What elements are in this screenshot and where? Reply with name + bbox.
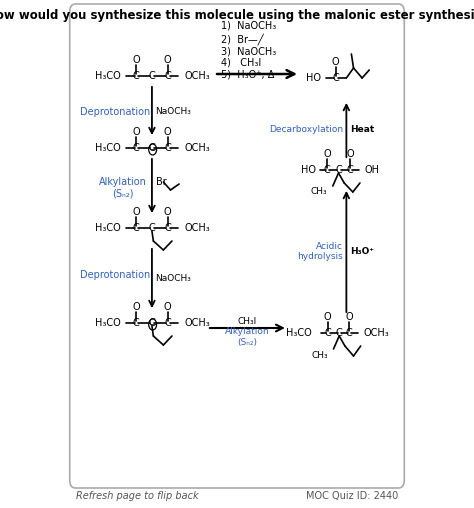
Text: O: O	[132, 207, 140, 217]
Text: O: O	[164, 207, 172, 217]
Text: C: C	[332, 73, 339, 83]
Text: OCH₃: OCH₃	[185, 143, 210, 153]
Text: C: C	[148, 143, 155, 153]
Text: 1)  NaOCH₃
2)  Br—╱
3)  NaOCH₃
4)   CH₃I
5)  H₃O⁺, Δ: 1) NaOCH₃ 2) Br—╱ 3) NaOCH₃ 4) CH₃I 5) H…	[221, 21, 276, 79]
Text: −: −	[149, 145, 156, 154]
Text: NaOCH₃: NaOCH₃	[155, 274, 191, 283]
Text: OCH₃: OCH₃	[185, 71, 210, 81]
Text: O: O	[132, 127, 140, 137]
Text: O: O	[346, 312, 353, 322]
Text: Alkylation
(Sₙ₂): Alkylation (Sₙ₂)	[100, 177, 147, 199]
Text: O: O	[324, 312, 332, 322]
Text: OH: OH	[364, 165, 379, 175]
Text: Alkylation
(Sₙ₂): Alkylation (Sₙ₂)	[225, 327, 270, 346]
Text: O: O	[323, 149, 331, 159]
Text: Heat: Heat	[350, 125, 374, 135]
Text: H₃CO: H₃CO	[95, 143, 120, 153]
Text: CH₃I: CH₃I	[238, 316, 257, 326]
Text: MOC Quiz ID: 2440: MOC Quiz ID: 2440	[306, 491, 398, 501]
Text: NaOCH₃: NaOCH₃	[155, 107, 191, 115]
Text: C: C	[335, 165, 342, 175]
Text: C: C	[164, 71, 171, 81]
Text: OCH₃: OCH₃	[364, 328, 389, 338]
Text: H₃CO: H₃CO	[95, 318, 120, 328]
Text: CH₃: CH₃	[310, 187, 327, 197]
Text: C: C	[346, 328, 353, 338]
Text: Decarboxylation: Decarboxylation	[269, 125, 343, 135]
Text: C: C	[133, 223, 139, 233]
Text: −: −	[149, 320, 156, 329]
Text: H₃CO: H₃CO	[95, 223, 120, 233]
Text: C: C	[133, 318, 139, 328]
Text: OCH₃: OCH₃	[185, 318, 210, 328]
Text: OCH₃: OCH₃	[185, 223, 210, 233]
Text: C: C	[148, 223, 155, 233]
Text: C: C	[346, 165, 353, 175]
Text: H₃CO: H₃CO	[95, 71, 120, 81]
Text: CH₃: CH₃	[311, 351, 328, 360]
FancyBboxPatch shape	[70, 4, 404, 488]
Text: O: O	[132, 55, 140, 65]
Text: C: C	[336, 328, 343, 338]
Text: Deprotonation: Deprotonation	[80, 270, 150, 280]
Text: C: C	[164, 143, 171, 153]
Text: Acidic
hydrolysis: Acidic hydrolysis	[297, 242, 343, 261]
Text: C: C	[148, 318, 155, 328]
Text: Br: Br	[156, 177, 167, 187]
Text: H₃O⁺: H₃O⁺	[350, 247, 374, 256]
Text: C: C	[324, 328, 331, 338]
Text: O: O	[164, 127, 172, 137]
Text: O: O	[164, 55, 172, 65]
Text: C: C	[133, 71, 139, 81]
Text: Deprotonation: Deprotonation	[80, 107, 150, 117]
Text: HO: HO	[306, 73, 321, 83]
Text: O: O	[346, 149, 354, 159]
Text: Refresh page to flip back: Refresh page to flip back	[76, 491, 199, 501]
Text: O: O	[164, 302, 172, 312]
Text: H₃CO: H₃CO	[286, 328, 312, 338]
Text: How would you synthesize this molecule using the malonic ester synthesis?: How would you synthesize this molecule u…	[0, 9, 474, 21]
Text: C: C	[164, 318, 171, 328]
Text: O: O	[332, 57, 339, 67]
Text: HO: HO	[301, 165, 316, 175]
Text: C: C	[324, 165, 330, 175]
Text: O: O	[132, 302, 140, 312]
Text: C: C	[164, 223, 171, 233]
Text: C: C	[148, 71, 155, 81]
Text: C: C	[133, 143, 139, 153]
